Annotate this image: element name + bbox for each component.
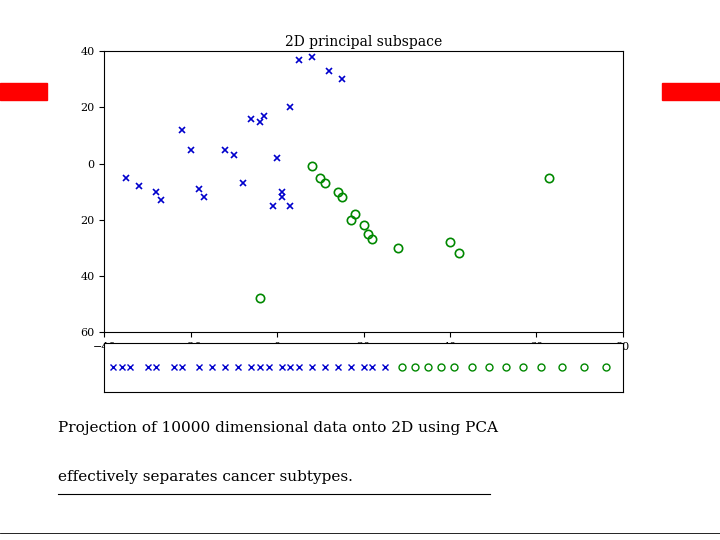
Text: Projection of 10000 dimensional data onto 2D using PCA: Projection of 10000 dimensional data ont… [58,421,498,435]
X-axis label: projection onto 1st principal component: projection onto 1st principal component [236,357,491,370]
Text: effectively separates cancer subtypes.: effectively separates cancer subtypes. [58,470,353,484]
Title: 2D principal subspace: 2D principal subspace [285,35,442,49]
